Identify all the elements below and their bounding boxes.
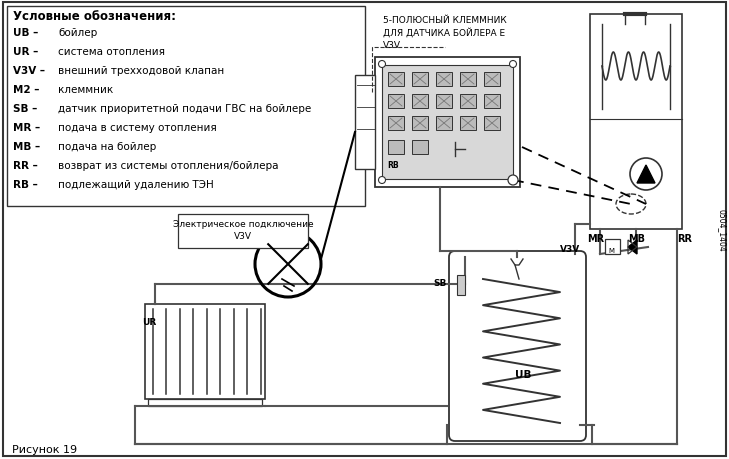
Bar bbox=[355, 76, 375, 170]
Text: возврат из системы отопления/бойлера: возврат из системы отопления/бойлера bbox=[58, 161, 278, 171]
Circle shape bbox=[510, 62, 517, 68]
Text: подлежащий удалению ТЭН: подлежащий удалению ТЭН bbox=[58, 179, 214, 190]
Bar bbox=[484, 73, 500, 87]
Text: UB: UB bbox=[515, 369, 531, 379]
Bar bbox=[460, 73, 476, 87]
Text: V3V: V3V bbox=[560, 245, 580, 253]
Text: MR: MR bbox=[587, 234, 604, 243]
Text: подача на бойлер: подача на бойлер bbox=[58, 142, 156, 151]
Text: Электрическое подключение
V3V: Электрическое подключение V3V bbox=[173, 219, 313, 241]
Bar bbox=[412, 73, 428, 87]
Text: датчик приоритетной подачи ГВС на бойлере: датчик приоритетной подачи ГВС на бойлер… bbox=[58, 104, 311, 114]
Text: UR –: UR – bbox=[13, 47, 38, 57]
Text: SB –: SB – bbox=[13, 104, 37, 114]
Text: RR –: RR – bbox=[13, 161, 38, 171]
Bar bbox=[412, 117, 428, 131]
Bar bbox=[436, 73, 452, 87]
Bar bbox=[412, 95, 428, 109]
Bar bbox=[382, 66, 513, 179]
Text: MB –: MB – bbox=[13, 142, 40, 151]
Text: RB: RB bbox=[387, 161, 399, 170]
FancyBboxPatch shape bbox=[449, 252, 586, 441]
Bar bbox=[460, 95, 476, 109]
Bar bbox=[145, 304, 265, 399]
Bar bbox=[484, 95, 500, 109]
Bar bbox=[457, 275, 465, 295]
Bar bbox=[436, 117, 452, 131]
Text: RR: RR bbox=[677, 234, 692, 243]
Text: UR: UR bbox=[142, 317, 156, 326]
Text: подача в систему отопления: подача в систему отопления bbox=[58, 123, 217, 133]
Text: RB –: RB – bbox=[13, 179, 38, 190]
Bar bbox=[388, 141, 404, 155]
Polygon shape bbox=[637, 166, 655, 184]
Bar bbox=[148, 399, 262, 406]
Text: клеммник: клеммник bbox=[58, 85, 113, 95]
Bar bbox=[7, 7, 365, 207]
Bar bbox=[412, 141, 428, 155]
Bar bbox=[605, 240, 620, 254]
Text: MR –: MR – bbox=[13, 123, 40, 133]
Text: MB: MB bbox=[628, 234, 645, 243]
Bar bbox=[460, 117, 476, 131]
Text: бойлер: бойлер bbox=[58, 28, 97, 38]
Text: внешний трехходовой клапан: внешний трехходовой клапан bbox=[58, 66, 225, 76]
Bar bbox=[484, 117, 500, 131]
Bar bbox=[388, 95, 404, 109]
Bar bbox=[178, 214, 308, 248]
Text: 5-ПОЛЮСНЫЙ КЛЕММНИК
ДЛЯ ДАТЧИКА БОЙЛЕРА Е
V3V: 5-ПОЛЮСНЫЙ КЛЕММНИК ДЛЯ ДАТЧИКА БОЙЛЕРА … bbox=[383, 16, 507, 50]
Bar bbox=[590, 15, 682, 229]
Circle shape bbox=[378, 177, 386, 184]
Circle shape bbox=[508, 176, 518, 185]
Circle shape bbox=[510, 177, 517, 184]
Text: M2 –: M2 – bbox=[13, 85, 39, 95]
Text: система отопления: система отопления bbox=[58, 47, 165, 57]
Bar bbox=[436, 95, 452, 109]
Text: UB –: UB – bbox=[13, 28, 38, 38]
Circle shape bbox=[378, 62, 386, 68]
Bar bbox=[375, 58, 520, 188]
Text: V3V –: V3V – bbox=[13, 66, 45, 76]
Bar bbox=[388, 117, 404, 131]
Text: SB: SB bbox=[433, 279, 446, 287]
Text: Рисунок 19: Рисунок 19 bbox=[12, 444, 77, 454]
Text: 0504_1404: 0504_1404 bbox=[717, 208, 727, 251]
Text: M: M bbox=[608, 247, 614, 253]
Text: Условные обозначения:: Условные обозначения: bbox=[13, 10, 176, 23]
Polygon shape bbox=[628, 241, 637, 254]
Bar bbox=[388, 73, 404, 87]
